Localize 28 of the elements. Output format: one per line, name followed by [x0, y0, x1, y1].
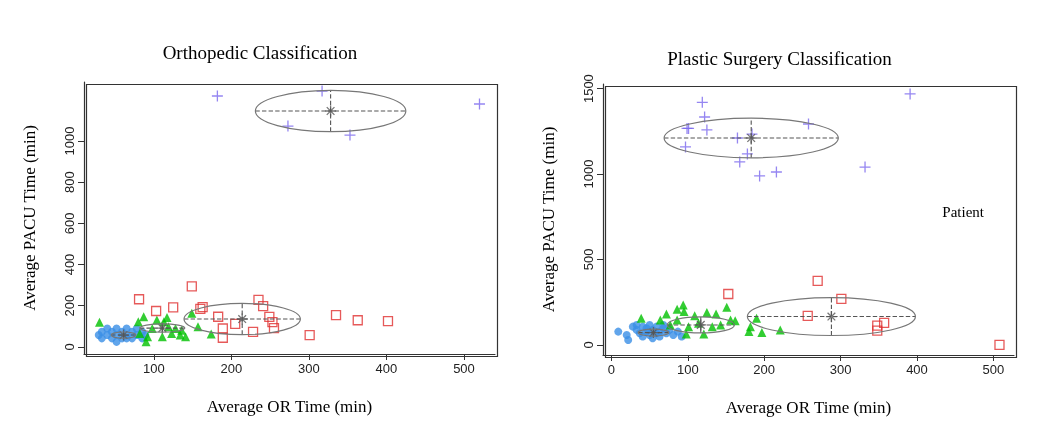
y-axis-title: Average PACU Time (min) — [20, 125, 39, 311]
y-tick-label: 0 — [581, 341, 596, 349]
chart-title: Orthopedic Classification — [162, 42, 358, 63]
x-tick-label: 500 — [453, 361, 475, 376]
y-tick-label: 800 — [62, 171, 77, 194]
x-tick-label: 500 — [982, 362, 1005, 377]
y-tick-label: 200 — [62, 294, 77, 317]
y-tick-label: 600 — [62, 212, 77, 235]
x-axis-title: Average OR Time (min) — [206, 397, 373, 416]
x-tick-label: 400 — [906, 362, 928, 377]
y-tick-label: 0 — [62, 343, 77, 351]
x-tick-label: 100 — [676, 362, 699, 377]
y-tick-label: 500 — [581, 248, 596, 271]
annotation: Patient — [942, 203, 985, 220]
y-tick-label: 1000 — [581, 159, 596, 189]
x-tick-label: 300 — [298, 361, 320, 376]
y-tick-label: 400 — [62, 253, 77, 276]
x-tick-label: 100 — [142, 361, 165, 376]
y-tick-label: 1500 — [581, 74, 596, 104]
x-axis-title: Average OR Time (min) — [725, 398, 892, 417]
x-tick-label: 400 — [375, 361, 398, 376]
x-tick-label: 200 — [753, 362, 776, 377]
y-axis-title: Average PACU Time (min) — [539, 126, 558, 313]
x-tick-label: 0 — [607, 362, 616, 377]
x-tick-label: 300 — [829, 362, 852, 377]
x-tick-label: 200 — [220, 361, 243, 376]
chart-title: Plastic Surgery Classification — [667, 48, 893, 69]
y-tick-label: 1000 — [62, 126, 77, 156]
